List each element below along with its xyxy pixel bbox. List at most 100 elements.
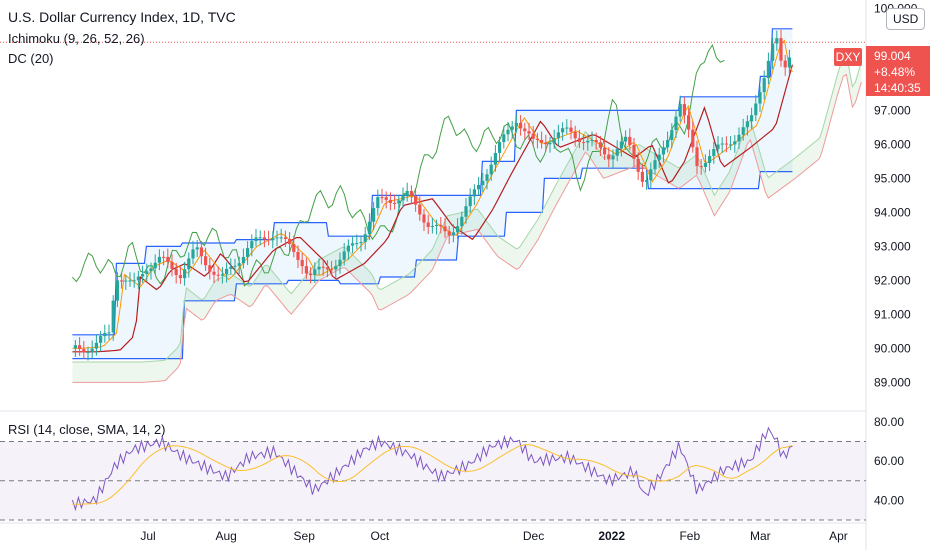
candle-body: [86, 351, 90, 353]
candle-body: [573, 131, 577, 139]
donchian-legend[interactable]: DC (20): [8, 51, 54, 66]
candle-body: [103, 332, 107, 337]
candle-body: [762, 78, 766, 93]
candle-body: [128, 280, 132, 282]
ichimoku-legend[interactable]: Ichimoku (9, 26, 52, 26): [8, 31, 145, 46]
time-tick-label: Dec: [523, 529, 544, 543]
candle-body: [556, 132, 560, 139]
donchian-upper-line: [72, 28, 793, 336]
candle-body: [657, 154, 661, 161]
candle-body: [775, 38, 779, 44]
candle-body: [405, 190, 409, 196]
candle-body: [313, 269, 317, 276]
time-tick-label: Apr: [829, 529, 848, 543]
candle-body: [351, 243, 355, 246]
candle-body: [552, 138, 556, 143]
currency-button[interactable]: USD: [886, 8, 926, 30]
candle-body: [426, 222, 430, 227]
rsi-legend[interactable]: RSI (14, close, SMA, 14, 2): [8, 422, 166, 437]
candle-body: [582, 142, 586, 144]
candle-body: [745, 121, 749, 128]
candle-body: [447, 231, 451, 236]
candle-body: [691, 129, 695, 148]
candle-body: [136, 276, 140, 281]
candle-body: [216, 274, 220, 276]
price-tick-label: 94.000: [874, 205, 911, 219]
candle-body: [359, 241, 363, 244]
candle-body: [435, 224, 439, 227]
candle-body: [687, 115, 691, 130]
candle-body: [472, 189, 476, 197]
candle-body: [615, 148, 619, 156]
candle-body: [397, 200, 401, 204]
candle-body: [561, 128, 565, 133]
candle-body: [493, 152, 497, 165]
candle-body: [107, 332, 111, 334]
candle-body: [519, 122, 523, 129]
price-tick-label: 89.000: [874, 375, 911, 389]
candle-body: [535, 138, 539, 140]
donchian-fill: [72, 28, 793, 359]
candle-body: [754, 103, 758, 116]
candle-body: [208, 265, 212, 272]
candle-body: [489, 164, 493, 175]
candle-body: [540, 139, 544, 143]
candle-body: [241, 257, 245, 264]
candle-body: [325, 267, 329, 270]
candle-body: [166, 256, 170, 262]
candle-body: [254, 237, 258, 242]
candle-body: [611, 155, 615, 160]
candle-body: [787, 57, 791, 68]
candle-body: [380, 197, 384, 199]
candle-body: [527, 131, 531, 134]
chart-title: U.S. Dollar Currency Index, 1D, TVC: [8, 9, 236, 25]
candle-body: [204, 256, 208, 266]
candle-body: [418, 204, 422, 215]
candle-body: [481, 180, 485, 185]
candle-body: [594, 139, 598, 143]
candle-body: [783, 60, 787, 68]
candle-body: [115, 280, 119, 301]
candle-body: [170, 261, 174, 269]
candle-body: [149, 268, 153, 272]
candle-body: [401, 195, 405, 201]
time-tick-label: Jul: [140, 529, 155, 543]
candle-body: [430, 226, 434, 228]
candle-body: [699, 166, 703, 168]
bar-countdown: 14:40:35: [874, 81, 921, 95]
candle-body: [153, 262, 157, 269]
candle-body: [451, 232, 455, 236]
candles-group: [73, 29, 791, 361]
candle-body: [246, 248, 250, 258]
price-tick-label: 90.000: [874, 341, 911, 355]
candle-body: [733, 141, 737, 145]
candle-body: [703, 162, 707, 167]
candle-body: [443, 226, 447, 232]
candle-body: [510, 126, 514, 130]
candle-body: [628, 136, 632, 145]
candle-body: [157, 256, 161, 263]
candle-body: [636, 158, 640, 172]
candle-body: [766, 60, 770, 79]
candle-body: [212, 271, 216, 275]
candle-body: [485, 174, 489, 181]
candle-body: [695, 147, 699, 167]
candle-body: [464, 206, 468, 217]
candle-body: [565, 127, 569, 129]
candle-body: [367, 221, 371, 235]
rsi-sma-line: [72, 444, 793, 505]
candle-body: [632, 144, 636, 159]
candle-body: [548, 142, 552, 145]
candle-body: [334, 266, 338, 270]
candle-body: [737, 134, 741, 142]
candle-body: [78, 345, 82, 350]
leading-span-b: [72, 73, 862, 383]
time-tick-label: Mar: [750, 529, 771, 543]
candle-body: [619, 141, 623, 149]
candle-body: [708, 156, 712, 163]
candle-body: [120, 280, 124, 282]
candle-body: [779, 38, 783, 61]
candle-body: [124, 280, 128, 282]
candle-body: [666, 139, 670, 148]
